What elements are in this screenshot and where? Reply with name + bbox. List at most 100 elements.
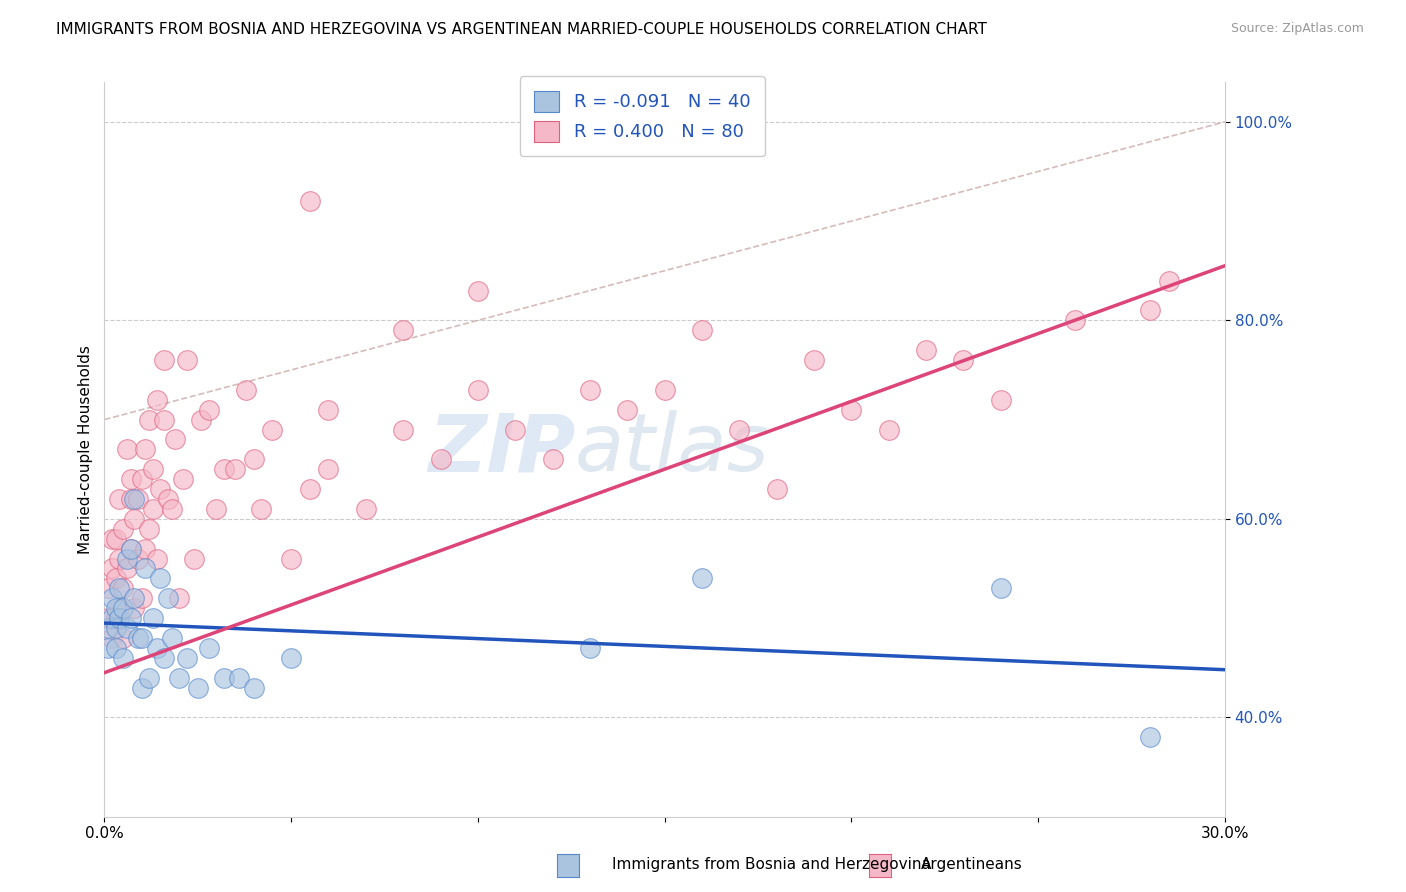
Point <box>120 611 142 625</box>
Point <box>262 423 284 437</box>
Point <box>115 561 138 575</box>
Point <box>579 383 602 397</box>
Point <box>120 491 142 506</box>
Point <box>1157 274 1180 288</box>
Point <box>841 402 863 417</box>
Point <box>134 442 156 457</box>
Y-axis label: Married-couple Households: Married-couple Households <box>79 345 93 554</box>
Point <box>120 541 142 556</box>
Point <box>115 551 138 566</box>
Point <box>138 522 160 536</box>
Point <box>690 571 713 585</box>
Point <box>541 452 564 467</box>
Point <box>127 491 149 506</box>
Point <box>153 650 176 665</box>
Point <box>104 532 127 546</box>
Point <box>112 650 135 665</box>
Point <box>122 512 145 526</box>
Point <box>131 631 153 645</box>
Point <box>104 611 127 625</box>
Point <box>101 591 124 606</box>
Point <box>131 591 153 606</box>
Point <box>134 561 156 575</box>
Point <box>1139 303 1161 318</box>
Point <box>392 323 415 337</box>
Point <box>467 383 489 397</box>
Point <box>1139 730 1161 744</box>
Point <box>392 423 415 437</box>
Point <box>690 323 713 337</box>
Point <box>131 681 153 695</box>
Point <box>120 541 142 556</box>
Point <box>112 522 135 536</box>
Point <box>212 462 235 476</box>
Point <box>145 640 167 655</box>
Point <box>138 671 160 685</box>
Point <box>198 640 221 655</box>
Point <box>145 551 167 566</box>
Point <box>153 412 176 426</box>
Point <box>142 502 165 516</box>
Point <box>280 650 302 665</box>
Point <box>97 611 120 625</box>
Point <box>176 650 198 665</box>
Point <box>122 491 145 506</box>
Point <box>198 402 221 417</box>
Point <box>122 591 145 606</box>
Point <box>142 611 165 625</box>
Point <box>104 640 127 655</box>
Text: ZIP: ZIP <box>427 410 575 489</box>
Point <box>108 491 131 506</box>
Point <box>101 561 124 575</box>
Point <box>104 621 127 635</box>
Point <box>115 442 138 457</box>
Text: Immigrants from Bosnia and Herzegovina: Immigrants from Bosnia and Herzegovina <box>612 857 931 872</box>
Point <box>172 472 194 486</box>
Legend: R = -0.091   N = 40, R = 0.400   N = 80: R = -0.091 N = 40, R = 0.400 N = 80 <box>520 77 765 156</box>
Point <box>122 601 145 615</box>
Point <box>127 551 149 566</box>
Point <box>250 502 273 516</box>
Point <box>134 541 156 556</box>
Point <box>160 631 183 645</box>
Point <box>108 601 131 615</box>
Point <box>120 472 142 486</box>
Point <box>242 681 264 695</box>
Point <box>176 353 198 368</box>
Point <box>354 502 377 516</box>
Point <box>112 582 135 596</box>
Point <box>101 631 124 645</box>
Point <box>160 502 183 516</box>
Point <box>579 640 602 655</box>
Text: Source: ZipAtlas.com: Source: ZipAtlas.com <box>1230 22 1364 36</box>
Point <box>990 392 1012 407</box>
Point <box>108 611 131 625</box>
Point <box>190 412 212 426</box>
Text: atlas: atlas <box>575 410 769 489</box>
Point <box>149 571 172 585</box>
Point <box>101 532 124 546</box>
Point <box>242 452 264 467</box>
Point <box>212 671 235 685</box>
Point <box>156 591 179 606</box>
Point <box>101 611 124 625</box>
Point <box>149 482 172 496</box>
Text: IMMIGRANTS FROM BOSNIA AND HERZEGOVINA VS ARGENTINEAN MARRIED-COUPLE HOUSEHOLDS : IMMIGRANTS FROM BOSNIA AND HERZEGOVINA V… <box>56 22 987 37</box>
Point <box>728 423 751 437</box>
Point <box>915 343 938 358</box>
Point <box>298 482 321 496</box>
Point <box>877 423 900 437</box>
Point <box>205 502 228 516</box>
Point <box>616 402 638 417</box>
Point <box>429 452 451 467</box>
Text: Argentineans: Argentineans <box>921 857 1022 872</box>
Point <box>127 631 149 645</box>
Point <box>318 462 340 476</box>
Point <box>228 671 250 685</box>
Point <box>187 681 209 695</box>
Point <box>224 462 246 476</box>
Point <box>803 353 825 368</box>
Point <box>654 383 676 397</box>
Point <box>97 621 120 635</box>
Point <box>131 472 153 486</box>
